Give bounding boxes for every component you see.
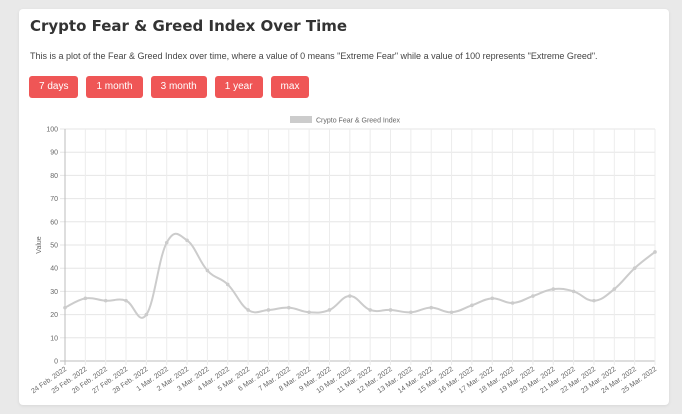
data-point — [327, 308, 332, 312]
y-tick-label: 70 — [50, 196, 58, 203]
data-point — [246, 308, 250, 312]
data-point — [612, 287, 617, 291]
data-point — [653, 250, 657, 254]
series-line-fear-greed — [64, 232, 656, 319]
data-point — [63, 305, 67, 310]
data-point — [185, 238, 189, 243]
range-button-3-month[interactable]: 3 month — [150, 76, 207, 98]
data-point — [164, 240, 169, 245]
data-point — [286, 305, 291, 310]
data-point — [470, 303, 474, 308]
y-axis-label: Value — [36, 236, 43, 253]
chart-card: Crypto Fear & Greed Index Over Time This… — [19, 9, 669, 405]
legend-label: Crypto Fear & Greed Index — [316, 118, 401, 125]
data-point — [266, 308, 271, 312]
y-tick-label: 60 — [50, 219, 58, 226]
y-tick-label: 40 — [50, 266, 58, 273]
y-tick-label: 20 — [50, 312, 58, 319]
data-point — [124, 298, 128, 303]
range-button-7-days[interactable]: 7 days — [29, 76, 79, 98]
y-tick-label: 0 — [54, 359, 58, 366]
data-point — [510, 301, 515, 305]
data-point — [551, 287, 556, 291]
y-tick-label: 30 — [50, 289, 58, 296]
range-button-1-month[interactable]: 1 month — [86, 76, 143, 98]
range-button-1-year[interactable]: 1 year — [214, 76, 263, 98]
data-point — [144, 312, 149, 317]
data-point — [388, 308, 393, 312]
data-point — [449, 310, 454, 315]
legend-swatch — [290, 116, 312, 123]
data-point — [632, 266, 637, 271]
data-point — [592, 298, 596, 303]
data-point — [368, 308, 372, 312]
range-button-max[interactable]: max — [270, 76, 310, 98]
data-point — [571, 289, 576, 294]
data-point — [307, 310, 311, 315]
range-button-group: 7 days 1 month 3 month 1 year max — [29, 76, 310, 98]
y-tick-label: 90 — [50, 150, 58, 157]
data-point — [409, 310, 413, 315]
page-title: Crypto Fear & Greed Index Over Time — [30, 17, 348, 35]
data-point — [531, 294, 535, 298]
data-point — [429, 305, 434, 310]
data-point — [225, 282, 230, 287]
page-description: This is a plot of the Fear & Greed Index… — [30, 51, 598, 61]
y-tick-label: 50 — [50, 243, 58, 250]
data-point — [348, 294, 352, 298]
data-point — [103, 298, 108, 303]
y-tick-label: 80 — [50, 173, 58, 180]
data-point — [83, 296, 88, 301]
data-point — [205, 268, 210, 273]
data-point — [490, 296, 495, 301]
y-tick-label: 10 — [50, 335, 58, 342]
y-tick-label: 100 — [46, 127, 58, 134]
